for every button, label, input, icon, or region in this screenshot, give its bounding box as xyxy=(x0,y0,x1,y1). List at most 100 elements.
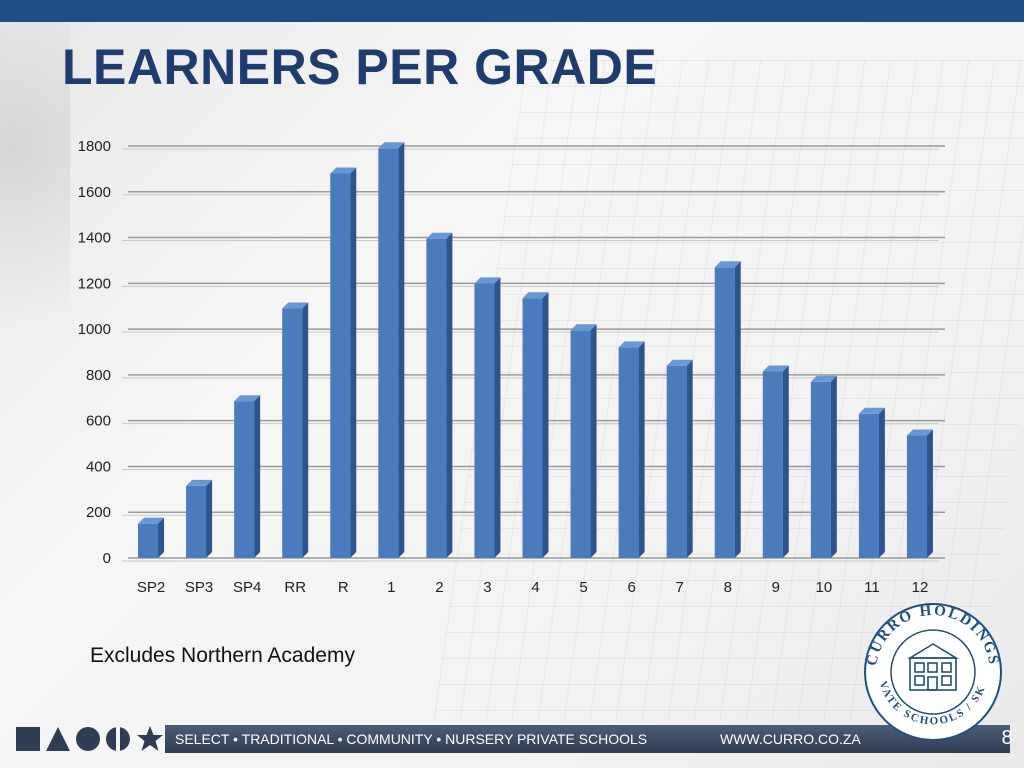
bar-front xyxy=(570,330,591,558)
bar-front xyxy=(666,365,687,558)
y-tick-label: 1000 xyxy=(78,321,111,338)
bar-7 xyxy=(666,359,693,558)
y-tick-label: 800 xyxy=(86,367,111,384)
y-tick-label: 400 xyxy=(86,458,111,475)
bar-front xyxy=(330,173,351,558)
footer-bar xyxy=(165,725,1010,753)
bar-4 xyxy=(522,292,549,558)
school-type-shapes-icon xyxy=(16,725,163,753)
bar-front xyxy=(858,413,879,558)
bar-front xyxy=(474,283,495,558)
bar-top xyxy=(138,517,165,524)
x-tick-label: 8 xyxy=(724,579,732,596)
bar-top xyxy=(570,324,597,331)
bar-side xyxy=(302,302,309,558)
bar-top xyxy=(522,292,549,299)
x-tick-label: SP4 xyxy=(233,579,261,596)
bar-side xyxy=(782,365,789,558)
bar-top xyxy=(810,375,837,382)
y-tick-label: 1600 xyxy=(78,184,111,201)
bar-11 xyxy=(858,407,885,558)
bar-side xyxy=(254,395,261,558)
bar-9 xyxy=(762,365,789,558)
background-decoration xyxy=(0,22,70,442)
x-tick-label: SP3 xyxy=(185,579,213,596)
building-icon xyxy=(907,643,959,691)
bar-top xyxy=(474,277,501,284)
bar-front xyxy=(810,381,831,558)
bar-10 xyxy=(810,375,837,558)
bar-side xyxy=(542,292,549,558)
x-tick-label: 12 xyxy=(912,579,929,596)
slide-title: LEARNERS PER GRADE xyxy=(62,39,658,95)
y-tick-label: 1800 xyxy=(78,138,111,155)
bar-side xyxy=(830,375,837,558)
footnote: Excludes Northern Academy xyxy=(90,644,355,667)
bar-3 xyxy=(474,277,501,558)
bar-top xyxy=(378,142,405,149)
bar-front xyxy=(234,401,255,558)
bar-top xyxy=(234,395,261,402)
bar-top xyxy=(330,167,357,174)
bar-top xyxy=(666,359,693,366)
bar-SP3 xyxy=(186,479,213,558)
bar-6 xyxy=(618,341,645,558)
bar-side xyxy=(590,324,597,558)
bar-side xyxy=(446,232,453,558)
bar-side xyxy=(686,359,693,558)
x-tick-label: 2 xyxy=(435,579,443,596)
y-tick-label: 1400 xyxy=(78,230,111,247)
bar-top xyxy=(282,302,309,309)
bar-side xyxy=(494,277,501,558)
bar-top xyxy=(858,407,885,414)
bar-side xyxy=(926,429,933,558)
x-tick-label: 3 xyxy=(483,579,491,596)
bar-front xyxy=(522,298,543,558)
bar-SP2 xyxy=(138,517,165,558)
bar-front xyxy=(426,238,447,558)
bar-side xyxy=(734,261,741,558)
x-tick-label: RR xyxy=(284,579,306,596)
y-axis-ticks: 0 200 400 600 800 1000 1200 1400 1600 1800 xyxy=(78,138,111,567)
bar-2 xyxy=(426,232,453,558)
x-tick-label: 9 xyxy=(772,579,780,596)
bar-5 xyxy=(570,324,597,558)
y-tick-label: 1200 xyxy=(78,275,111,292)
bar-side xyxy=(350,167,357,558)
bar-side xyxy=(878,407,885,558)
bar-top xyxy=(762,365,789,372)
bar-side xyxy=(638,341,645,558)
x-tick-label: 10 xyxy=(816,579,833,596)
curro-holdings-logo: CURRO HOLDINGS PRIVATE SCHOOLS / SKOLE xyxy=(858,600,1002,740)
y-tick-label: 600 xyxy=(86,413,111,430)
footer-website-link[interactable]: WWW.CURRO.CO.ZA xyxy=(720,731,861,747)
bar-front xyxy=(282,308,303,558)
bar-top xyxy=(618,341,645,348)
y-tick-label: 0 xyxy=(103,550,111,567)
y-tick-label: 200 xyxy=(86,504,111,521)
bar-front xyxy=(378,148,399,559)
footer-tagline: SELECT • TRADITIONAL • COMMUNITY • NURSE… xyxy=(175,731,648,747)
x-tick-label: 7 xyxy=(676,579,684,596)
bar-front xyxy=(138,523,159,558)
bar-front xyxy=(186,485,207,558)
x-tick-label: 4 xyxy=(531,579,539,596)
bar-front xyxy=(618,347,639,558)
bar-top xyxy=(426,232,453,239)
x-axis-ticks: SP2 SP3 SP4 RR R 1 2 3 4 5 6 7 8 9 10 11 12 xyxy=(137,579,928,596)
page-number: 8 xyxy=(1001,727,1013,749)
x-tick-label: 6 xyxy=(627,579,635,596)
x-tick-label: 1 xyxy=(387,579,395,596)
bar-top xyxy=(714,261,741,268)
bar-8 xyxy=(714,261,741,558)
bar-side xyxy=(398,142,405,559)
bar-front xyxy=(762,371,783,558)
bar-R xyxy=(330,167,357,558)
bar-1 xyxy=(378,142,405,559)
bar-top xyxy=(186,479,213,486)
bar-side xyxy=(158,517,165,558)
top-accent-bar xyxy=(0,0,1024,22)
x-tick-label: R xyxy=(338,579,349,596)
bar-front xyxy=(714,267,735,558)
